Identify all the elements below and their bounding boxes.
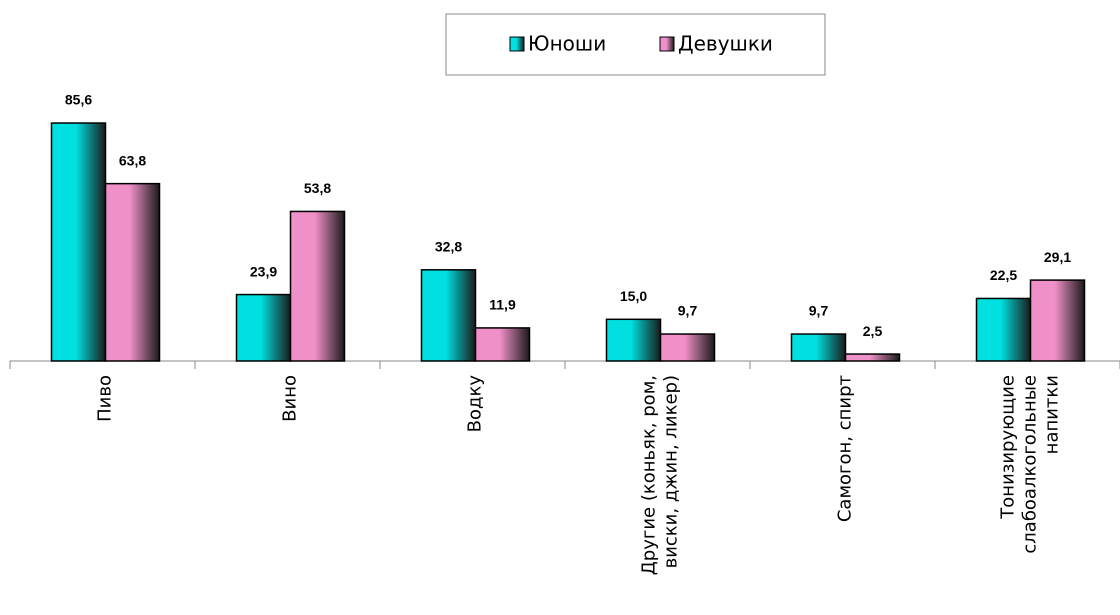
value-label: 23,9 [250,263,277,279]
bar [474,327,531,362]
bar [605,318,662,362]
value-label: 9,7 [809,303,829,319]
bar [844,353,901,362]
value-label: 29,1 [1044,249,1071,265]
bar [104,182,161,362]
bar [289,210,346,362]
value-label: 9,7 [678,303,698,319]
value-label: 11,9 [489,297,516,313]
bar [790,333,847,362]
x-tick-label: Самогон, спирт [835,375,856,522]
value-label: 22,5 [990,267,1017,283]
bar [659,333,716,362]
value-label: 2,5 [863,323,883,339]
x-tick-label: Пиво [95,375,116,422]
x-tick-label: Водку [465,375,486,433]
legend-box [445,13,826,76]
legend-label: Юноши [528,32,606,56]
value-label: 63,8 [119,152,146,168]
value-label: 85,6 [65,92,92,108]
legend-swatch [509,36,525,52]
x-tick-label: Другие (коньяк, ром,виски, джин, ликер) [639,375,682,575]
legend-label: Девушки [678,32,773,56]
value-label: 32,8 [435,239,462,255]
bar [975,297,1032,362]
bar [1029,279,1086,362]
x-tick-label: Тонизирующиеслабоалкогольныенапитки [998,375,1063,554]
x-tick-label: Вино [280,375,301,422]
value-label: 15,0 [620,288,647,304]
value-label: 53,8 [304,180,331,196]
bar [50,122,107,362]
bar [235,293,292,362]
bar [420,269,477,362]
legend-swatch [659,36,675,52]
